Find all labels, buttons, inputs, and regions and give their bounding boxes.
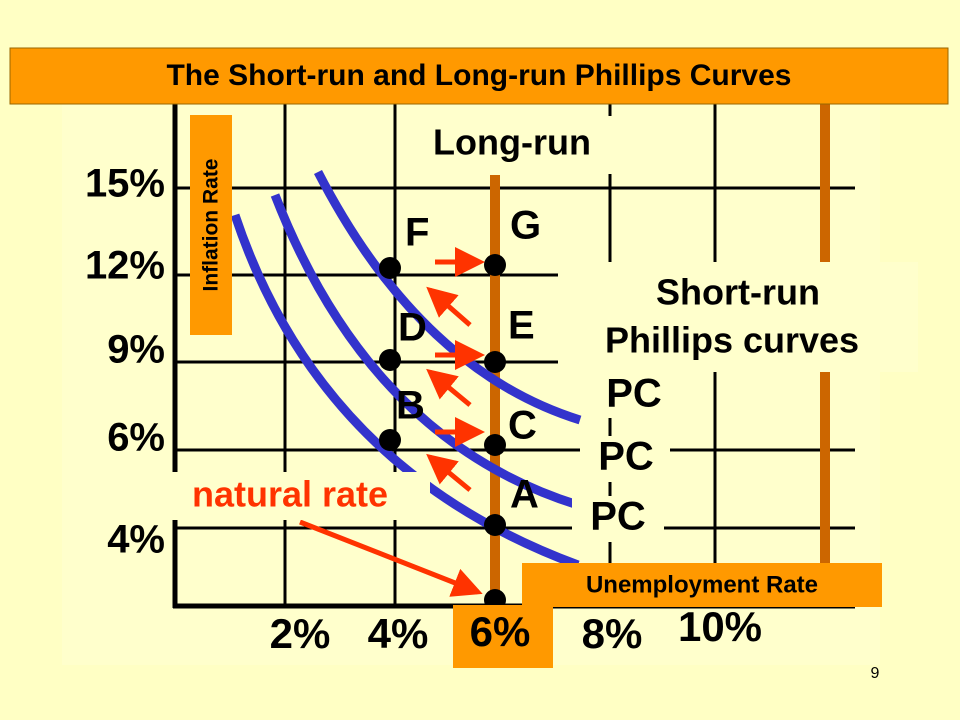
curve-label: PC bbox=[606, 372, 662, 416]
point-label: A bbox=[510, 473, 539, 517]
label-box bbox=[558, 262, 918, 372]
point bbox=[484, 514, 506, 536]
x-axis-label-box bbox=[522, 563, 882, 607]
label-box bbox=[580, 436, 670, 482]
x-tick-label: 10% bbox=[678, 603, 762, 650]
label-box bbox=[400, 116, 622, 174]
point bbox=[484, 434, 506, 456]
x-tick-label: 4% bbox=[368, 610, 429, 657]
x-tick-label: 8% bbox=[582, 610, 643, 657]
title-box bbox=[9, 47, 949, 105]
y-tick-label: 4% bbox=[107, 518, 165, 562]
arrows bbox=[299, 247, 485, 597]
point bbox=[484, 254, 506, 276]
x-ticks: 2% 4% 6% 8% 10% bbox=[270, 603, 762, 657]
x-axis-label: Unemployment Rate bbox=[586, 571, 818, 598]
curve-label: PC bbox=[598, 435, 654, 479]
arrow bbox=[299, 519, 483, 597]
y-tick-label: 15% bbox=[85, 162, 165, 206]
title: The Short-run and Long-run Phillips Curv… bbox=[166, 59, 791, 92]
x-tick-label: 2% bbox=[270, 610, 331, 657]
y-tick-label: 6% bbox=[107, 416, 165, 460]
short-run-label: Phillips curves bbox=[605, 320, 859, 361]
y-ticks: 15% 12% 9% 6% 4% bbox=[85, 162, 165, 562]
curve-label: PC bbox=[590, 495, 646, 539]
natural-rate-label: natural rate bbox=[192, 474, 388, 515]
point-label: B bbox=[396, 384, 425, 428]
point bbox=[379, 349, 401, 371]
short-run-label: Short-run bbox=[656, 272, 820, 313]
y-axis-label-box bbox=[190, 115, 232, 335]
long-run-label: Long-run bbox=[433, 122, 591, 163]
pc-curve bbox=[314, 169, 582, 425]
point-label: C bbox=[508, 404, 537, 448]
point-labels: F G D E B C A bbox=[396, 204, 541, 517]
label-box bbox=[590, 372, 678, 418]
point bbox=[379, 429, 401, 451]
point-label: F bbox=[405, 211, 429, 255]
label-box bbox=[572, 496, 664, 542]
page-number: 9 bbox=[871, 665, 880, 682]
x-tick-label: 6% bbox=[470, 608, 531, 655]
points bbox=[379, 254, 506, 611]
pc-curve bbox=[230, 213, 580, 570]
label-box bbox=[148, 472, 430, 520]
x-tick-box bbox=[453, 605, 553, 668]
point-label: E bbox=[508, 304, 535, 348]
point-label: D bbox=[398, 306, 427, 350]
point bbox=[484, 351, 506, 373]
y-axis-label: Inflation Rate bbox=[200, 158, 223, 291]
point bbox=[379, 257, 401, 279]
short-run-curves bbox=[230, 169, 582, 570]
y-tick-label: 9% bbox=[107, 328, 165, 372]
point-label: G bbox=[510, 204, 541, 248]
pc-curve bbox=[270, 193, 580, 510]
arrow bbox=[426, 368, 472, 407]
arrow bbox=[426, 453, 472, 492]
y-tick-label: 12% bbox=[85, 244, 165, 288]
arrow bbox=[426, 286, 472, 327]
